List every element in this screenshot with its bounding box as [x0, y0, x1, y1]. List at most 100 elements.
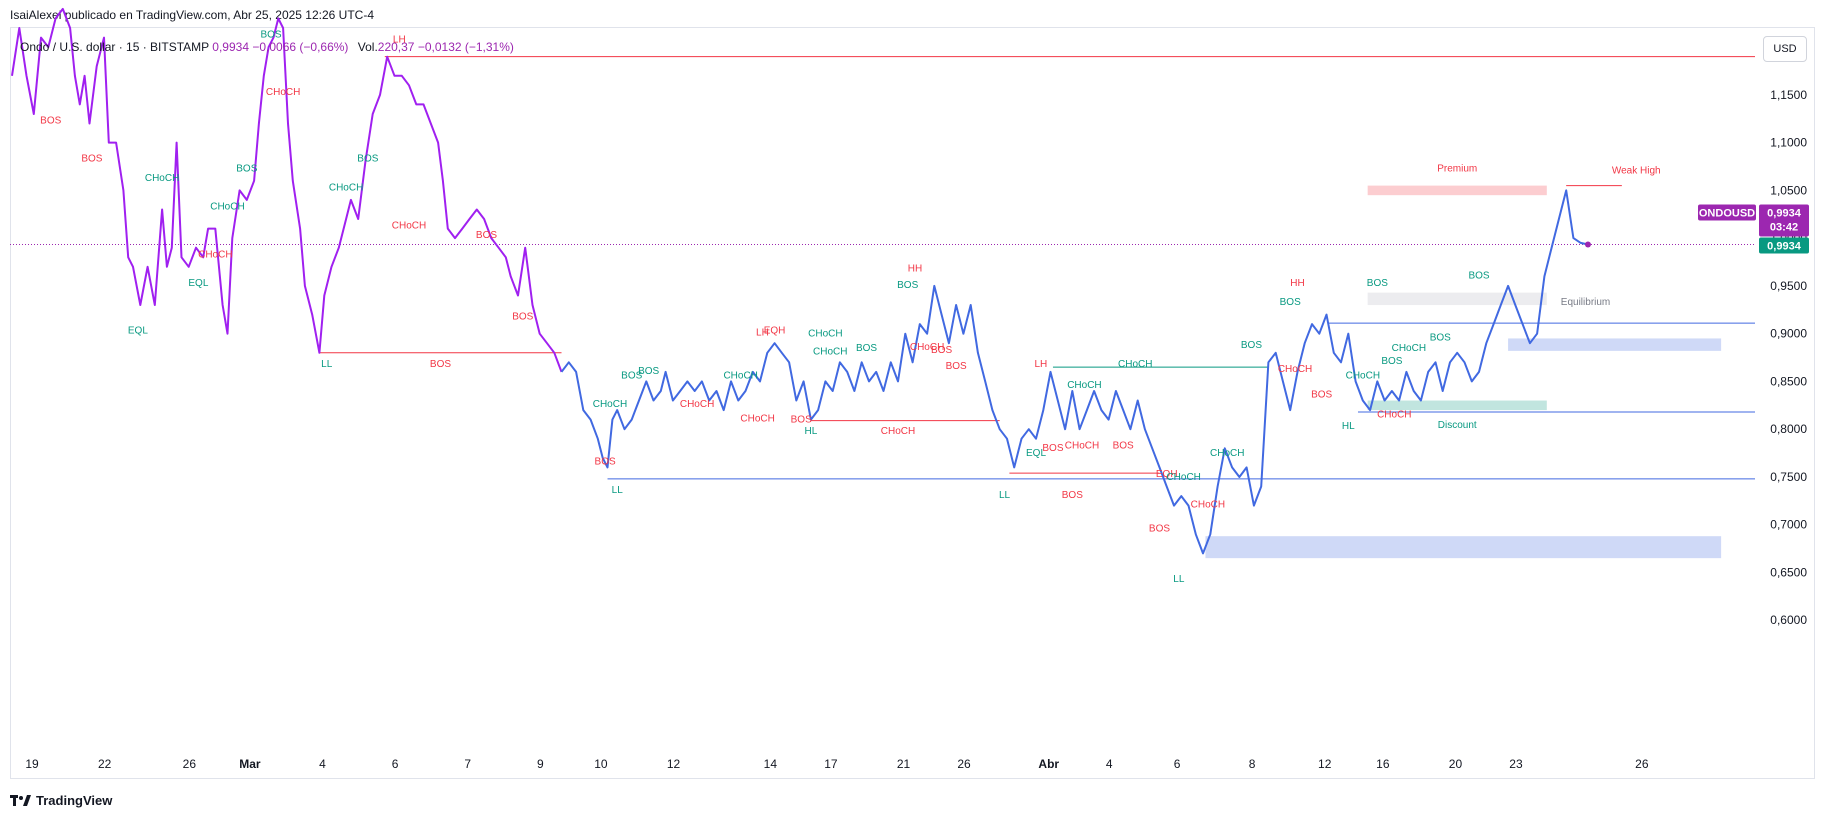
publisher-header: IsaiAlexei publicado en TradingView.com,… [10, 8, 374, 22]
annotation-10: LH [393, 34, 406, 45]
annotation-12: BOS [357, 154, 378, 165]
annotation-19: BOS [595, 457, 616, 468]
annotation-25: CHoCH [740, 414, 774, 425]
annotation-61: CHoCH [1346, 371, 1380, 382]
annotation-35: BOS [897, 280, 918, 291]
annotation-54: BOS [1241, 340, 1262, 351]
zone-label-2: Discount [1438, 420, 1477, 431]
annotation-15: BOS [512, 311, 533, 322]
legend-change: −0,0066 (−0,66%) [252, 40, 349, 54]
annotation-41: BOS [1042, 443, 1063, 454]
level-label-8: Weak High [1612, 166, 1661, 177]
annotation-58: BOS [1311, 390, 1332, 401]
x-tick-16: 6 [1174, 757, 1181, 771]
annotation-36: CHoCH [910, 342, 944, 353]
symbol-badge-label: ONDOUSD [1699, 207, 1755, 219]
y-tick-7: 0,8500 [1770, 374, 1807, 388]
annotation-49: CHoCH [1166, 472, 1200, 483]
annotation-42: LH [1034, 359, 1047, 370]
zone-3 [1508, 338, 1722, 351]
annotation-53: CHoCH [1210, 448, 1244, 459]
x-tick-20: 20 [1449, 757, 1463, 771]
x-tick-2: 26 [183, 757, 197, 771]
tradingview-brand[interactable]: TradingView [10, 793, 112, 808]
annotation-29: HL [804, 426, 817, 437]
zone-label-0: Premium [1437, 164, 1477, 175]
annotation-33: CHoCH [881, 426, 915, 437]
last-price-value: 0,9934 [1767, 240, 1802, 252]
annotation-0: BOS [40, 116, 61, 127]
annotation-8: BOS [260, 30, 281, 41]
annotation-62: BOS [1381, 356, 1402, 367]
price-badge [1759, 204, 1809, 237]
annotation-28: BOS [791, 415, 812, 426]
x-tick-5: 6 [392, 757, 399, 771]
y-tick-6: 0,9000 [1770, 327, 1807, 341]
annotation-20: LL [612, 485, 624, 496]
annotation-27: EQH [764, 326, 786, 337]
symbol-badge [1698, 204, 1756, 221]
x-tick-7: 9 [537, 757, 544, 771]
x-tick-15: 4 [1106, 757, 1113, 771]
annotation-47: BOS [1062, 490, 1083, 501]
x-tick-10: 14 [764, 757, 778, 771]
annotation-5: CHoCH [198, 249, 232, 260]
y-axis: 1,20001,15001,10001,05001,00000,95000,90… [1770, 40, 1807, 627]
annotation-22: BOS [638, 366, 659, 377]
chart-frame[interactable] [10, 27, 1815, 779]
last-point [1584, 241, 1591, 248]
currency-button[interactable]: USD [1763, 36, 1807, 62]
x-tick-1: 22 [98, 757, 112, 771]
countdown-value: 03:42 [1770, 221, 1798, 233]
x-tick-17: 8 [1249, 757, 1256, 771]
y-tick-5: 0,9500 [1770, 279, 1807, 293]
annotation-51: LL [1173, 574, 1185, 585]
price-badge-value: 0,9934 [1767, 207, 1802, 219]
x-tick-4: 4 [319, 757, 326, 771]
x-tick-21: 23 [1509, 757, 1523, 771]
annotation-50: BOS [1149, 523, 1170, 534]
x-tick-12: 21 [897, 757, 911, 771]
annotation-45: CHoCH [1065, 440, 1099, 451]
x-tick-13: 26 [957, 757, 971, 771]
tradingview-logo-icon [10, 794, 31, 806]
annotation-11: CHoCH [329, 182, 363, 193]
annotation-16: LL [321, 359, 333, 370]
price-badges: ONDOUSD 0,9934 03:42 0,9934 [1698, 204, 1809, 254]
symbol-label: Ondo / U.S. dollar · 15 · BITSTAMP [20, 40, 209, 54]
annotation-48: EQH [1156, 469, 1178, 480]
y-tick-12: 0,6000 [1770, 613, 1807, 627]
y-tick-11: 0,6500 [1770, 565, 1807, 579]
annotation-30: CHoCH [808, 329, 842, 340]
annotation-17: BOS [430, 359, 451, 370]
annotation-32: BOS [856, 343, 877, 354]
annotation-18: CHoCH [593, 399, 627, 410]
annotation-43: CHoCH [1067, 380, 1101, 391]
volume-label: Vol. [357, 40, 378, 54]
annotation-66: BOS [1468, 270, 1489, 281]
annotation-55: HH [1290, 278, 1304, 289]
zone-1 [1367, 292, 1547, 306]
annotation-60: HL [1342, 421, 1355, 432]
symbol-legend[interactable]: Ondo / U.S. dollar · 15 · BITSTAMP 0,993… [20, 40, 514, 54]
zone-label-1: Equilibrium [1561, 297, 1610, 308]
zone-4 [1205, 536, 1722, 559]
y-tick-8: 0,8000 [1770, 422, 1807, 436]
x-tick-3: Mar [239, 757, 261, 771]
annotation-64: CHoCH [1377, 410, 1411, 421]
annotation-37: BOS [931, 345, 952, 356]
y-tick-3: 1,0500 [1770, 183, 1807, 197]
annotation-44: CHoCH [1118, 359, 1152, 370]
volume-change: −0,0132 (−1,31%) [417, 40, 514, 54]
annotation-7: BOS [236, 163, 257, 174]
annotation-3: EQL [128, 326, 148, 337]
x-tick-0: 19 [25, 757, 39, 771]
annotation-21: BOS [621, 371, 642, 382]
x-tick-8: 10 [594, 757, 608, 771]
last-price-badge [1759, 237, 1809, 254]
annotation-56: BOS [1280, 297, 1301, 308]
annotation-46: BOS [1113, 440, 1134, 451]
series-layer [11, 7, 1591, 555]
annotation-63: CHoCH [1392, 343, 1426, 354]
